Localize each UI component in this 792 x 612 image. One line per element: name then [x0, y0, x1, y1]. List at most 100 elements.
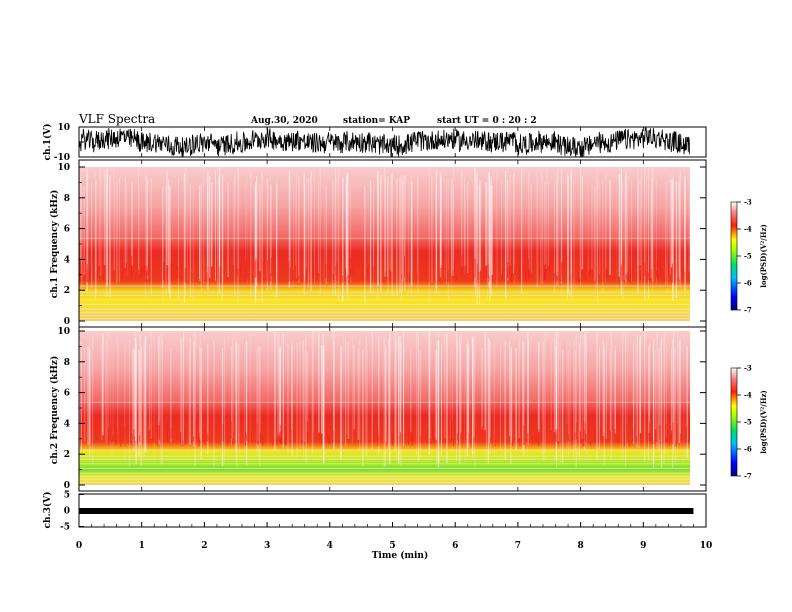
spectrogram-streak — [146, 178, 148, 266]
time-tick-label: 10 — [700, 541, 713, 551]
spectrogram-streak — [162, 186, 164, 289]
spectrogram-streak — [359, 339, 361, 450]
spectrogram-red-spike — [477, 264, 479, 281]
ch1-spectrogram-panel: 0 2 4 6 8 10 ch.1 Frequency (kHz) — [49, 159, 707, 328]
spectrogram-red-spike — [681, 268, 683, 279]
spectrogram-streak — [129, 340, 130, 467]
spectrogram-streak — [245, 341, 248, 466]
spectrogram-streak — [105, 340, 107, 444]
spectrogram-streak — [298, 176, 300, 283]
spectrogram-red-spike — [556, 275, 558, 281]
spectrogram-streak — [579, 170, 581, 278]
spectrogram-red-spike — [163, 261, 165, 281]
spectrogram-streak — [80, 176, 82, 267]
spectrogram-red-spike — [509, 266, 511, 276]
spectrogram-red-spike — [167, 423, 169, 441]
spectrogram-red-spike — [230, 421, 232, 440]
spectrogram-red-spike — [346, 433, 348, 440]
spectrogram-red-spike — [599, 427, 601, 440]
spectrogram-red-spike — [284, 436, 286, 446]
spectrogram-red-spike — [344, 268, 346, 277]
spectrogram-red-spike — [236, 268, 238, 277]
spectrogram-red-spike — [240, 264, 242, 278]
spectrogram-streak — [342, 178, 344, 302]
freq-tick-label: 0 — [64, 317, 70, 327]
spectrogram-streak — [86, 169, 88, 292]
spectrogram-streak — [626, 175, 629, 273]
ch1-colorbar: -3 -4 -5 -6 -7 log(PSD)(V²/Hz) — [730, 198, 768, 315]
spectrogram-red-spike — [273, 258, 275, 276]
spectrogram-red-spike — [270, 272, 272, 281]
spectrogram-streak — [325, 186, 327, 285]
spectrogram-streak — [270, 185, 272, 290]
spectrogram-red-spike — [312, 267, 314, 279]
time-tick-label: 7 — [515, 541, 521, 551]
spectrogram-streak — [468, 343, 470, 434]
spectrogram-red-spike — [594, 425, 596, 441]
spectrogram-streak — [637, 168, 639, 266]
spectrogram-streak — [619, 167, 621, 281]
spectrogram-streak — [81, 341, 82, 450]
spectrogram-red-spike — [349, 268, 351, 277]
spectrogram-streak — [474, 169, 477, 297]
spectrogram-red-spike — [126, 262, 128, 278]
spectrogram-red-spike — [639, 433, 641, 440]
spectrogram-streak — [420, 350, 421, 452]
spectrogram-streak — [490, 184, 491, 294]
spectrogram-red-spike — [636, 436, 638, 442]
spectrogram-streak — [199, 337, 202, 441]
spectrogram-streak — [92, 336, 94, 465]
spectrogram-line — [79, 449, 690, 451]
spectrogram-streak — [527, 341, 529, 446]
spectrogram-red-spike — [112, 434, 114, 442]
spectrogram-streak — [398, 336, 400, 464]
spectrogram-streak — [488, 172, 490, 288]
spectrogram-streak — [644, 331, 646, 462]
spectrogram-red-spike — [510, 273, 512, 283]
spectrogram-streak — [345, 183, 347, 278]
ch3-waveform-ylabel: ch.3(V) — [42, 492, 53, 529]
spectrogram-streak — [200, 183, 202, 291]
spectrogram-red-spike — [373, 266, 375, 282]
spectrogram-line — [79, 472, 690, 474]
freq-tick-label: 8 — [64, 194, 70, 204]
spectrogram-red-spike — [522, 265, 524, 276]
spectrogram-streak — [179, 337, 181, 432]
spectrogram-streak — [80, 168, 82, 280]
spectrogram-red-spike — [483, 258, 485, 278]
spectrogram-line — [79, 291, 690, 293]
spectrogram-red-spike — [328, 438, 330, 444]
spectrogram-streak — [124, 177, 126, 268]
spectrogram-red-spike — [306, 267, 308, 281]
spectrogram-red-spike — [407, 428, 409, 445]
spectrogram-red-spike — [411, 431, 413, 446]
spectrogram-streak — [654, 349, 656, 430]
spectrogram-red-spike — [103, 273, 105, 281]
spectrogram-streak — [559, 342, 561, 463]
spectrogram-streak — [189, 349, 190, 445]
spectrogram-streak — [435, 183, 438, 282]
spectrogram-streak — [522, 340, 524, 451]
spectrogram-streak — [602, 179, 604, 292]
spectrogram-red-spike — [216, 259, 218, 279]
spectrogram-streak — [674, 346, 677, 463]
spectrogram-streak — [597, 179, 598, 303]
spectrogram-streak — [472, 340, 474, 459]
colorbar-tick-label: -4 — [744, 391, 752, 400]
spectrogram-streak — [464, 349, 466, 464]
spectrogram-streak — [367, 181, 369, 265]
spectrogram-red-spike — [623, 258, 625, 276]
spectrogram-red-spike — [329, 264, 331, 279]
colorbar-tick-label: -7 — [744, 472, 752, 481]
spectrogram-streak — [580, 167, 581, 286]
spectrogram-streak — [81, 186, 83, 297]
spectrogram-red-spike — [490, 437, 492, 443]
spectrogram-streak — [620, 177, 623, 296]
spectrogram-red-spike — [159, 421, 161, 439]
spectrogram-red-spike — [262, 435, 264, 446]
spectrogram-streak — [556, 173, 557, 281]
spectrogram-streak — [605, 172, 607, 271]
spectrogram-streak — [134, 338, 137, 442]
spectrogram-line — [79, 299, 690, 301]
spectrogram-streak — [144, 171, 146, 299]
